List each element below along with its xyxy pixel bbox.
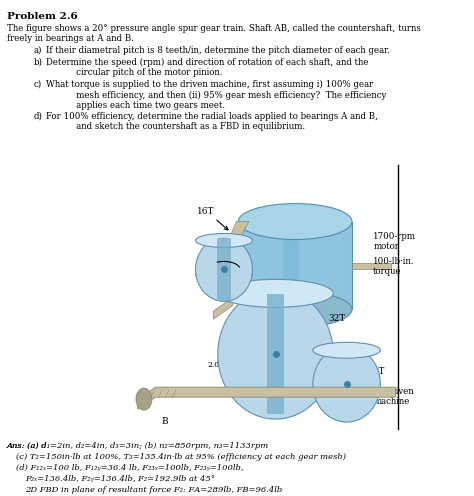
Text: c): c) bbox=[34, 80, 42, 89]
Text: torque: torque bbox=[374, 267, 402, 276]
Ellipse shape bbox=[218, 348, 333, 376]
Text: 1°: 1° bbox=[236, 354, 244, 362]
Ellipse shape bbox=[238, 203, 352, 240]
Text: F₂ₓ=136.4lb, F₂ᵧ=136.4lb, F₂=192.9lb at 45°: F₂ₓ=136.4lb, F₂ᵧ=136.4lb, F₂=192.9lb at … bbox=[25, 475, 215, 483]
Ellipse shape bbox=[218, 279, 333, 308]
Circle shape bbox=[196, 238, 253, 302]
Polygon shape bbox=[213, 298, 233, 319]
Ellipse shape bbox=[313, 382, 381, 398]
Text: Ans: (a) d: Ans: (a) d bbox=[7, 442, 48, 450]
Text: Ans: (a) d₁=2in, d₂=4in, d₃=3in; (b) n₂=850rpm, n₃=1133rpm: Ans: (a) d₁=2in, d₂=4in, d₃=3in; (b) n₂=… bbox=[7, 442, 269, 450]
Ellipse shape bbox=[238, 291, 352, 327]
Text: Determine the speed (rpm) and direction of rotation of each shaft, and the
     : Determine the speed (rpm) and direction … bbox=[46, 58, 369, 77]
Ellipse shape bbox=[196, 267, 253, 281]
Ellipse shape bbox=[196, 234, 253, 248]
Circle shape bbox=[218, 289, 333, 419]
Polygon shape bbox=[238, 222, 352, 310]
Polygon shape bbox=[267, 294, 284, 414]
Text: 24T: 24T bbox=[367, 367, 384, 376]
Text: To driven: To driven bbox=[374, 387, 414, 396]
Polygon shape bbox=[352, 263, 391, 269]
Text: (d) F₁₂ₓ=100 lb, F₁₂ᵧ=36.4 lb, F₂₃ₓ=100lb, F₂₃ᵧ=100lb,: (d) F₁₂ₓ=100 lb, F₁₂ᵧ=36.4 lb, F₂₃ₓ=100l… bbox=[16, 464, 244, 472]
Ellipse shape bbox=[313, 342, 381, 358]
Text: The figure shows a 20° pressure angle spur gear train. Shaft AB, called the coun: The figure shows a 20° pressure angle sp… bbox=[7, 24, 421, 33]
Text: (c) T₂=150in·lb at 100%, T₃=135.4in·lb at 95% (efficiency at each gear mesh): (c) T₂=150in·lb at 100%, T₃=135.4in·lb a… bbox=[16, 453, 346, 461]
Ellipse shape bbox=[136, 388, 152, 410]
Text: 90°: 90° bbox=[255, 369, 269, 377]
Circle shape bbox=[313, 346, 381, 422]
Polygon shape bbox=[138, 387, 395, 409]
Polygon shape bbox=[220, 222, 249, 259]
Text: 100-lb·in.: 100-lb·in. bbox=[374, 257, 415, 266]
Polygon shape bbox=[217, 238, 231, 302]
Text: What torque is supplied to the driven machine, first assuming i) 100% gear
     : What torque is supplied to the driven ma… bbox=[46, 80, 387, 110]
Text: 2.0°: 2.0° bbox=[207, 361, 223, 369]
Text: 32T: 32T bbox=[329, 314, 346, 323]
Text: d): d) bbox=[34, 112, 43, 121]
Text: If their diametral pitch is 8 teeth/in, determine the pitch diameter of each gea: If their diametral pitch is 8 teeth/in, … bbox=[46, 46, 390, 55]
Text: 2D FBD in plane of resultant force F₂: FΑ=289lb, FΒ=96.4lb: 2D FBD in plane of resultant force F₂: F… bbox=[25, 486, 282, 494]
Text: A: A bbox=[272, 412, 279, 421]
Text: For 100% efficiency, determine the radial loads applied to bearings A and B,
   : For 100% efficiency, determine the radia… bbox=[46, 112, 378, 131]
Polygon shape bbox=[283, 222, 299, 310]
Text: b): b) bbox=[34, 58, 43, 67]
Text: 1700-rpm: 1700-rpm bbox=[374, 233, 416, 242]
Text: 16T: 16T bbox=[198, 206, 228, 230]
Text: motor: motor bbox=[374, 243, 399, 251]
Text: machine: machine bbox=[374, 397, 410, 406]
Text: Problem 2.6: Problem 2.6 bbox=[7, 12, 78, 21]
Text: a): a) bbox=[34, 46, 42, 55]
Text: freely in bearings at A and B.: freely in bearings at A and B. bbox=[7, 34, 134, 43]
Text: B: B bbox=[161, 417, 168, 426]
